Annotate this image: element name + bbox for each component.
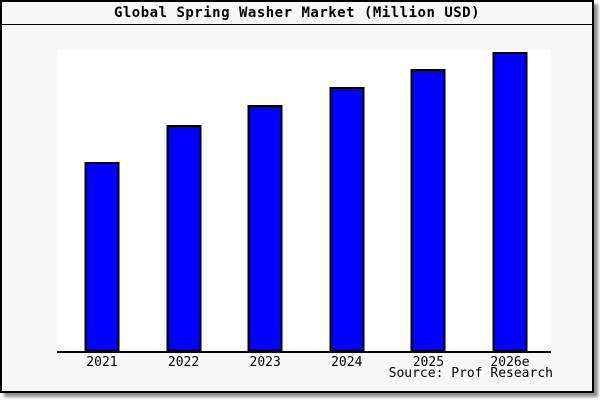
chart-title: Global Spring Washer Market (Million USD… — [2, 2, 592, 25]
x-tick-label-2026e: 2026e — [490, 355, 530, 370]
x-axis-line — [57, 351, 551, 353]
x-tick-label-2025: 2025 — [412, 355, 445, 370]
bar-2023 — [247, 105, 283, 351]
x-tick-label-2024: 2024 — [331, 355, 363, 370]
x-tick-label-2023: 2023 — [249, 355, 281, 370]
source-label: Source: Prof Research — [388, 366, 553, 381]
bar-2026e — [492, 52, 528, 351]
chart-frame: Global Spring Washer Market (Million USD… — [0, 0, 594, 393]
bar-2024 — [329, 87, 365, 351]
bar-2021 — [84, 162, 120, 351]
x-tick-label-2021: 2021 — [86, 355, 118, 370]
bar-2022 — [166, 125, 202, 351]
bar-2025 — [410, 69, 446, 351]
x-tick-label-2022: 2022 — [167, 355, 200, 370]
x-axis-labels: 2021 2022 2023 2024 2025 2026e — [57, 355, 551, 371]
plot-area — [57, 50, 551, 353]
